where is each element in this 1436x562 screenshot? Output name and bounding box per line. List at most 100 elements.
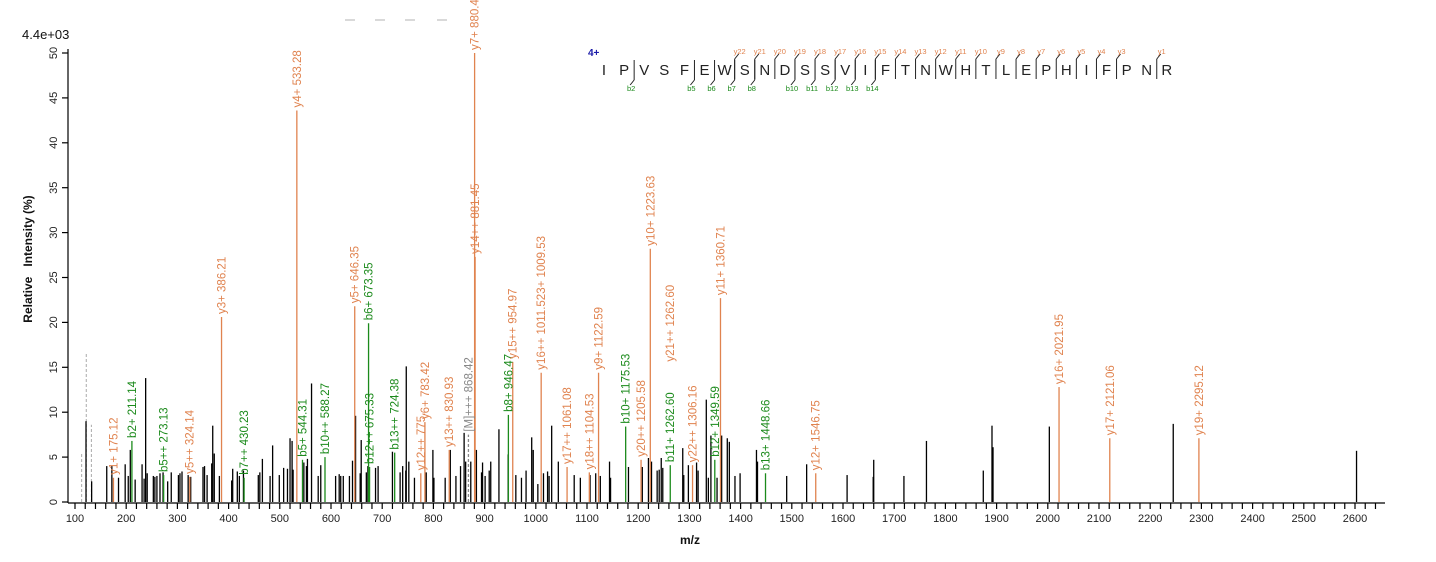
residue: I	[863, 62, 867, 79]
b-cleavage-hook	[870, 79, 876, 86]
y-cleavage-hook	[1096, 53, 1101, 60]
x-tick-label: 1500	[780, 513, 804, 525]
peak-labels-layer: y1+ 175.12 b2+ 211.14 b5++ 273.13 y5++ 324.…	[108, 0, 1205, 475]
peak-label: b10++ 588.27	[320, 383, 332, 454]
residue: E	[699, 62, 709, 79]
peak-label: y17+ 2121.06	[1105, 365, 1117, 435]
residue: F	[881, 62, 890, 79]
y-cleavage-hook	[814, 53, 820, 60]
y-cleavage-hook	[955, 53, 961, 60]
y-ion-label: y3	[1118, 47, 1126, 56]
residue: V	[840, 62, 850, 79]
x-tick-label: 1200	[626, 513, 650, 525]
residue: T	[981, 62, 990, 79]
peak-label: b6+ 673.35	[364, 262, 376, 320]
residue: N	[1141, 62, 1152, 79]
y-cleavage-hook	[1075, 53, 1081, 60]
y-ion-label: y4	[1097, 47, 1105, 56]
x-tick-label: 1700	[882, 513, 906, 525]
x-tick-label: 1300	[677, 513, 701, 525]
peak-label: y9+ 1122.59	[594, 307, 606, 370]
y-tick-label: 45	[48, 92, 60, 104]
b-cleavage-hook	[810, 79, 816, 86]
peak-label: b11+ 1262.60	[665, 392, 677, 462]
y-cleavage-hook	[995, 53, 1001, 60]
b-cleavage-hook	[710, 79, 715, 86]
peak-label: b10+ 1175.53	[621, 354, 633, 424]
y-ion-label: y18	[814, 47, 826, 56]
x-tick-label: 800	[424, 513, 442, 525]
x-tick-label: 1000	[524, 513, 548, 525]
b-ion-label: b6	[707, 84, 715, 93]
peak-label: b13+ 1448.66	[761, 400, 773, 471]
residue: N	[920, 62, 931, 79]
peaks-layer	[81, 53, 1358, 502]
x-tick-label: 2000	[1036, 513, 1060, 525]
y-cleavage-hook	[874, 53, 880, 60]
x-tick-label: 2400	[1240, 513, 1264, 525]
peak-label: y18++ 1104.53	[584, 393, 596, 469]
peak-label: b5+ 544.31	[297, 399, 309, 457]
peak-label: y19+ 2295.12	[1194, 365, 1206, 435]
y-ion-label: y21	[754, 47, 766, 56]
residue: R	[1161, 62, 1172, 79]
y-cleavage-hook	[895, 53, 900, 60]
y-ion-label: y13	[915, 47, 927, 56]
x-tick-label: 1800	[933, 513, 957, 525]
y-tick-label: 40	[48, 137, 60, 149]
residue: L	[1002, 62, 1010, 79]
peak-label: y12+ 1546.75	[811, 400, 823, 470]
y-cleavage-hook	[1035, 53, 1041, 60]
x-tick-label: 500	[271, 513, 289, 525]
residue: I	[602, 62, 606, 79]
y-tick-label: 30	[48, 226, 60, 238]
peak-label: b5++ 273.13	[159, 407, 171, 472]
peak-label: y4+ 533.28	[292, 50, 304, 107]
x-tick-label: 2300	[1189, 513, 1213, 525]
peak-label: [M]+++ 868.42	[463, 357, 475, 432]
peak-label: b8+ 946.47	[503, 354, 515, 412]
peak-label: y17++ 1061.08	[562, 387, 574, 464]
y-ion-label: y17	[834, 47, 846, 56]
charge-state: 4+	[588, 48, 600, 59]
peak-label: y20++ 1205.58	[636, 380, 648, 457]
peak-label: y7+ 880.48	[470, 0, 482, 50]
residue: V	[639, 62, 649, 79]
x-tick-label: 600	[322, 513, 340, 525]
b-cleavage-hook	[690, 79, 695, 86]
x-tick-label: 2200	[1138, 513, 1162, 525]
b-ion-label: b14	[866, 84, 879, 93]
y-cleavage-hook	[774, 53, 780, 60]
y-cleavage-hook	[975, 53, 981, 60]
b-ion-label: b11	[806, 84, 818, 93]
y-ion-label: y10	[975, 47, 987, 56]
y-tick-label: 15	[48, 361, 60, 373]
peak-label: y3+ 386.21	[217, 257, 229, 314]
y-cleavage-hook	[794, 53, 800, 60]
y-ion-label: y5	[1077, 47, 1085, 56]
residue: F	[680, 62, 689, 79]
peak-label: y14++ 881.45	[470, 184, 482, 254]
peak-label: y22++ 1306.16	[688, 385, 700, 462]
b-cleavage-hook	[629, 79, 635, 86]
peak-label: y5++ 324.14	[185, 409, 197, 474]
sequence-panel: 4+I P V S F E W S N D S S V I F T N W H T L E P H I F P N Rb2 b5 b6 b7 b…	[588, 47, 1172, 93]
residue: S	[820, 62, 830, 79]
x-tick-label: 1900	[984, 513, 1008, 525]
residue: P	[1122, 62, 1132, 79]
peak-label: y12++ 775.	[416, 413, 428, 471]
b-ion-label: b12	[826, 84, 839, 93]
peak-label: y6+ 783.42	[420, 362, 432, 419]
x-tick-label: 300	[168, 513, 186, 525]
y-ion-label: y9	[997, 47, 1005, 56]
residue: I	[1084, 62, 1088, 79]
residue: E	[1021, 62, 1031, 79]
peak-label: y10+ 1223.63	[645, 176, 657, 246]
intensity-scale-label: 4.4e+03	[22, 27, 70, 42]
b-ion-label: b10	[786, 84, 799, 93]
y-cleavage-hook	[915, 53, 920, 60]
y-tick-label: 50	[48, 47, 60, 59]
peak-label: y1+ 175.12	[108, 418, 120, 475]
peak-label: y13++ 830.93	[444, 377, 456, 447]
